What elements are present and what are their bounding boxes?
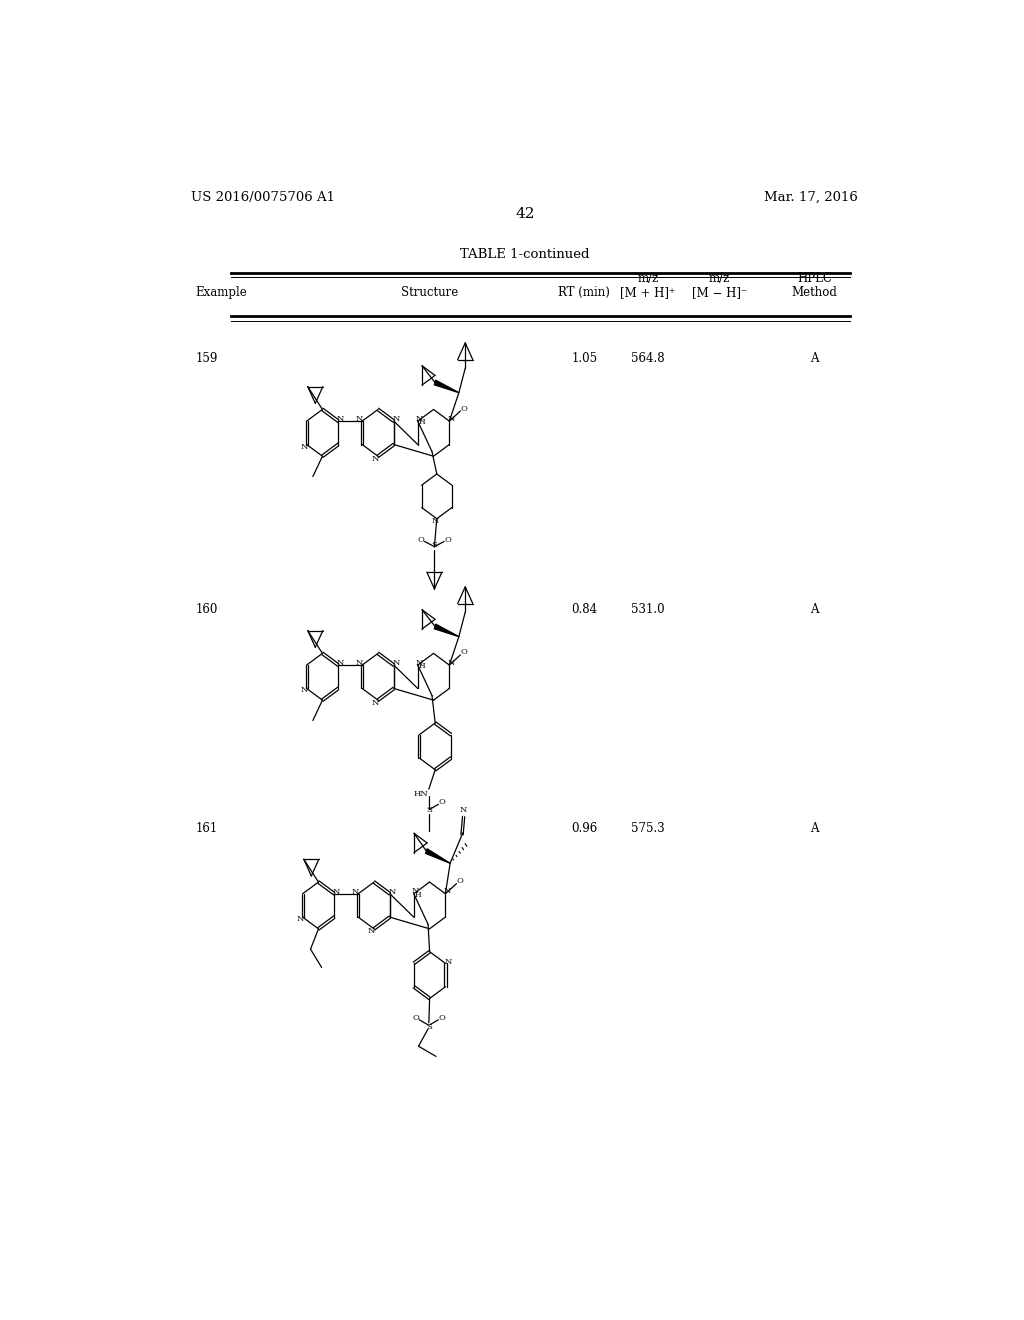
- Text: 531.0: 531.0: [631, 602, 665, 615]
- Text: N: N: [393, 414, 400, 424]
- Text: TABLE 1-continued: TABLE 1-continued: [460, 248, 590, 261]
- Text: Structure: Structure: [401, 285, 458, 298]
- Text: O: O: [439, 799, 445, 807]
- Text: O: O: [457, 878, 464, 886]
- Text: m/z: m/z: [709, 272, 730, 285]
- Text: N: N: [447, 659, 455, 667]
- Text: Example: Example: [196, 285, 247, 298]
- Text: N: N: [355, 414, 362, 424]
- Text: m/z: m/z: [637, 272, 658, 285]
- Text: 0.96: 0.96: [571, 822, 597, 836]
- Text: N: N: [296, 915, 303, 923]
- Text: N: N: [389, 888, 396, 896]
- Text: A: A: [810, 602, 819, 615]
- Text: 160: 160: [196, 602, 218, 615]
- Text: S: S: [426, 1023, 432, 1031]
- Text: O: O: [438, 1014, 445, 1022]
- Text: H: H: [415, 891, 422, 899]
- Text: A: A: [810, 351, 819, 364]
- Text: N: N: [443, 887, 451, 895]
- Text: 0.84: 0.84: [571, 602, 597, 615]
- Text: 159: 159: [196, 351, 218, 364]
- Text: N: N: [355, 659, 362, 667]
- Text: [M − H]⁻: [M − H]⁻: [691, 285, 746, 298]
- Text: S: S: [431, 541, 437, 549]
- Text: 161: 161: [196, 822, 218, 836]
- Text: N: N: [333, 888, 340, 896]
- Text: RT (min): RT (min): [558, 285, 610, 298]
- Text: N: N: [300, 686, 307, 694]
- Polygon shape: [426, 849, 451, 863]
- Text: N: N: [444, 958, 453, 966]
- Text: N: N: [393, 659, 400, 667]
- Text: N: N: [431, 517, 439, 525]
- Text: 1.05: 1.05: [571, 351, 597, 364]
- Text: HN: HN: [414, 791, 428, 799]
- Text: N: N: [337, 659, 344, 667]
- Text: O: O: [413, 1014, 420, 1022]
- Text: H: H: [419, 418, 426, 426]
- Text: N: N: [416, 659, 423, 667]
- Text: N: N: [337, 414, 344, 424]
- Text: O: O: [418, 536, 424, 544]
- Text: [M + H]⁺: [M + H]⁺: [621, 285, 676, 298]
- Polygon shape: [434, 380, 459, 392]
- Polygon shape: [434, 624, 459, 636]
- Text: Method: Method: [792, 285, 838, 298]
- Text: 575.3: 575.3: [631, 822, 665, 836]
- Text: N: N: [412, 887, 419, 895]
- Text: H: H: [419, 663, 426, 671]
- Text: Mar. 17, 2016: Mar. 17, 2016: [764, 191, 858, 203]
- Text: N: N: [460, 807, 467, 814]
- Text: 564.8: 564.8: [631, 351, 665, 364]
- Text: US 2016/0075706 A1: US 2016/0075706 A1: [191, 191, 336, 203]
- Text: S: S: [426, 807, 432, 814]
- Text: HPLC: HPLC: [797, 272, 831, 285]
- Text: N: N: [300, 442, 307, 450]
- Text: O: O: [461, 404, 467, 413]
- Text: 42: 42: [515, 207, 535, 222]
- Text: O: O: [461, 648, 467, 656]
- Text: N: N: [368, 927, 376, 936]
- Text: N: N: [372, 454, 379, 462]
- Text: N: N: [447, 414, 455, 422]
- Text: A: A: [810, 822, 819, 836]
- Text: N: N: [372, 698, 379, 706]
- Text: N: N: [351, 888, 359, 896]
- Text: O: O: [444, 536, 452, 544]
- Text: N: N: [416, 414, 423, 422]
